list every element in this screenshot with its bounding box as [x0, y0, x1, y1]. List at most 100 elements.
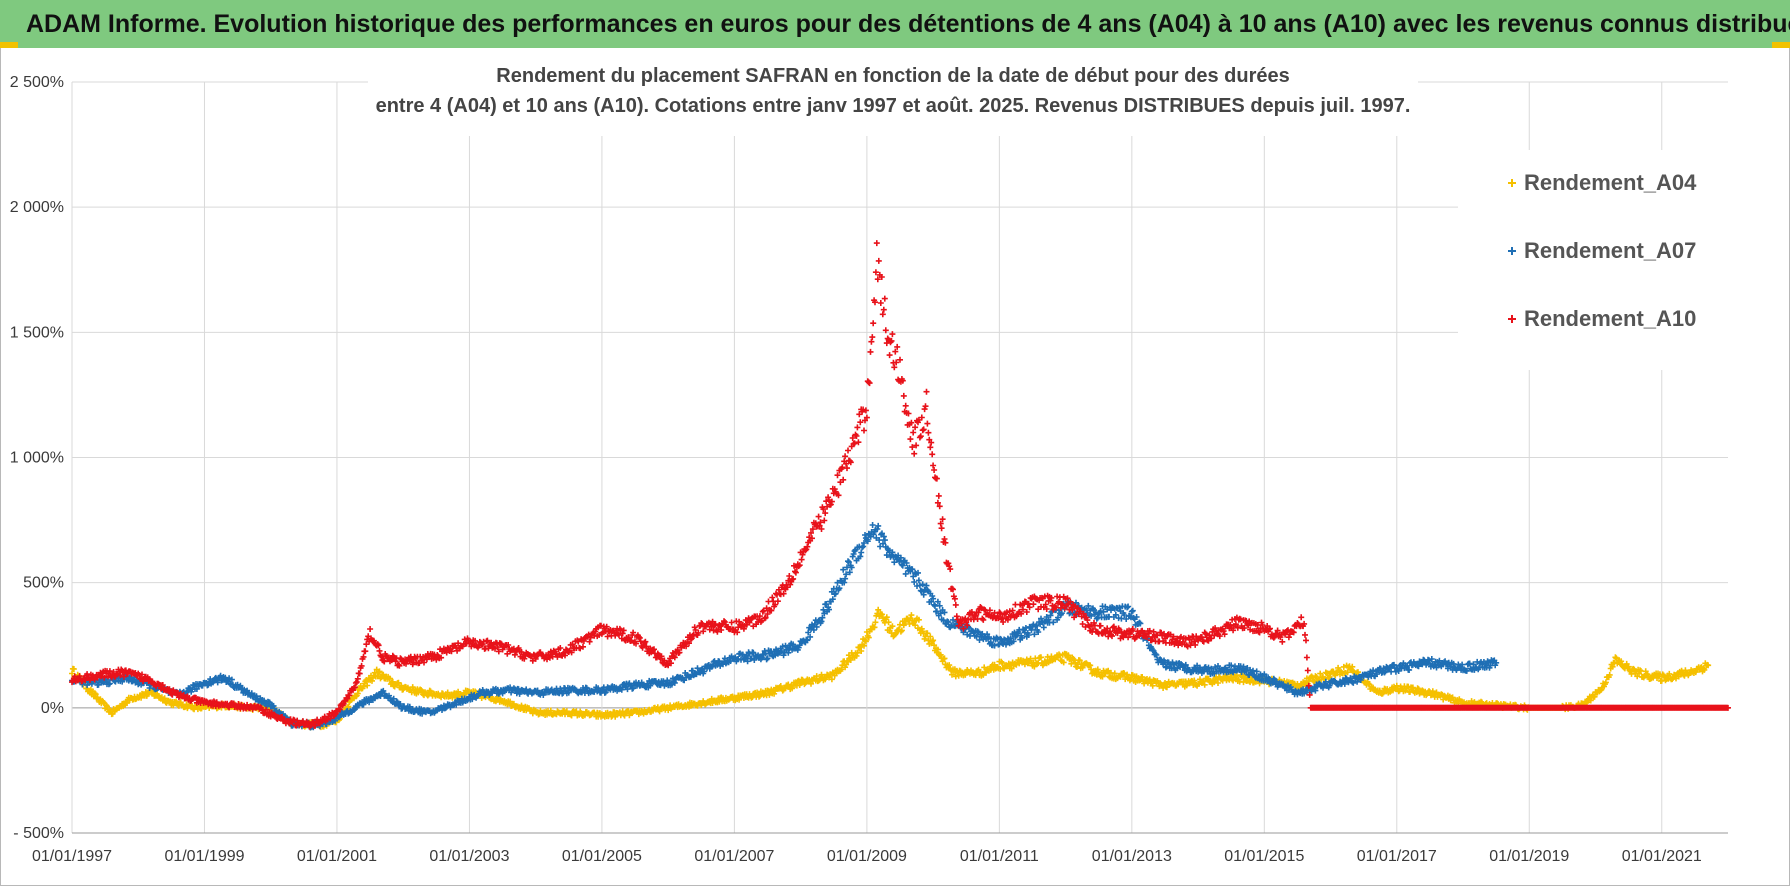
data-point [930, 462, 937, 469]
data-point [1201, 681, 1208, 688]
data-point [886, 352, 893, 359]
data-point [444, 689, 451, 696]
data-point [912, 622, 919, 629]
data-point [789, 685, 796, 692]
data-point [426, 687, 433, 694]
data-point [1068, 660, 1075, 667]
x-tick-label: 01/01/1999 [164, 848, 244, 865]
data-point [879, 311, 886, 318]
data-point [103, 702, 110, 709]
data-point [870, 320, 877, 327]
data-point [1211, 679, 1218, 686]
data-point [1040, 624, 1047, 631]
data-point [1349, 663, 1356, 670]
y-tick-label: 500% [23, 575, 64, 592]
data-point [927, 633, 934, 640]
data-point [915, 616, 922, 623]
data-point [367, 626, 374, 632]
data-point [862, 638, 869, 645]
x-tick-label: 01/01/2007 [694, 848, 774, 865]
data-point [858, 549, 865, 556]
data-point [879, 611, 885, 618]
y-tick-label: 2 000% [10, 199, 64, 216]
data-point [900, 392, 907, 399]
data-point [1326, 673, 1333, 680]
data-point [931, 467, 938, 473]
data-point [929, 638, 936, 645]
data-point [418, 687, 425, 694]
data-point [868, 338, 875, 345]
data-point [1149, 682, 1156, 689]
report-header: ADAM Informe. Evolution historique des p… [0, 0, 1790, 48]
data-point [858, 648, 865, 654]
data-point [1038, 654, 1044, 661]
data-point [1321, 675, 1328, 682]
x-tick-label: 01/01/2015 [1224, 848, 1304, 865]
data-point [1332, 672, 1339, 679]
data-point [547, 707, 554, 714]
data-point [897, 628, 904, 635]
data-point [1609, 663, 1616, 670]
data-point [364, 682, 371, 689]
data-point [354, 690, 361, 697]
data-point [911, 450, 918, 457]
chart-grid [71, 81, 1728, 834]
data-point [941, 655, 948, 662]
data-point [801, 681, 808, 688]
data-point [873, 240, 880, 247]
data-point [1104, 668, 1111, 675]
data-point [854, 424, 861, 431]
data-point [860, 543, 867, 550]
data-point [920, 426, 927, 433]
data-point [362, 648, 369, 655]
data-point [798, 556, 805, 563]
data-point [792, 569, 799, 576]
data-point [881, 295, 888, 302]
x-tick-label: 01/01/2021 [1622, 848, 1702, 865]
safran-yield-chart: - 500%0%500%1 000%1 500%2 000%2 500% 01/… [10, 60, 1731, 865]
x-axis-ticks: 01/01/1997 01/01/1999 01/01/2001 01/01/2003… [32, 848, 1702, 865]
data-point [1097, 622, 1104, 629]
data-point [1303, 654, 1310, 661]
data-point [104, 703, 110, 710]
data-point [999, 660, 1006, 667]
data-point [106, 680, 113, 687]
data-point [1205, 675, 1212, 682]
data-point [1008, 665, 1015, 672]
data-point [938, 525, 945, 532]
data-point [910, 429, 917, 436]
data-point [924, 630, 931, 637]
data-point [1414, 685, 1421, 692]
data-point [854, 649, 861, 656]
y-tick-label: 1 000% [10, 450, 64, 467]
data-point [962, 671, 969, 678]
x-tick-label: 01/01/2003 [429, 848, 509, 865]
data-point [813, 673, 820, 680]
data-point [728, 619, 735, 626]
x-tick-label: 01/01/2009 [827, 848, 907, 865]
data-point [360, 683, 367, 690]
data-point [1365, 680, 1372, 687]
data-point [375, 669, 382, 676]
data-point [1076, 657, 1083, 664]
data-point [612, 713, 619, 720]
data-point [1701, 666, 1708, 673]
data-point [917, 433, 924, 440]
data-point [927, 444, 934, 451]
data-point [345, 703, 352, 710]
data-point [949, 585, 955, 592]
data-point [1344, 669, 1351, 676]
header-accent-right [1772, 42, 1790, 48]
data-point [1692, 669, 1699, 676]
x-tick-label: 01/01/2005 [562, 848, 642, 865]
data-point [872, 619, 879, 626]
data-point [1317, 670, 1324, 677]
data-point [1612, 654, 1619, 661]
data-point [376, 647, 383, 654]
data-point [736, 696, 743, 703]
data-point [1111, 670, 1118, 677]
data-point [353, 679, 360, 685]
data-point [1065, 652, 1072, 659]
report-title: ADAM Informe. Evolution historique des p… [26, 9, 1790, 38]
data-point [931, 642, 938, 649]
